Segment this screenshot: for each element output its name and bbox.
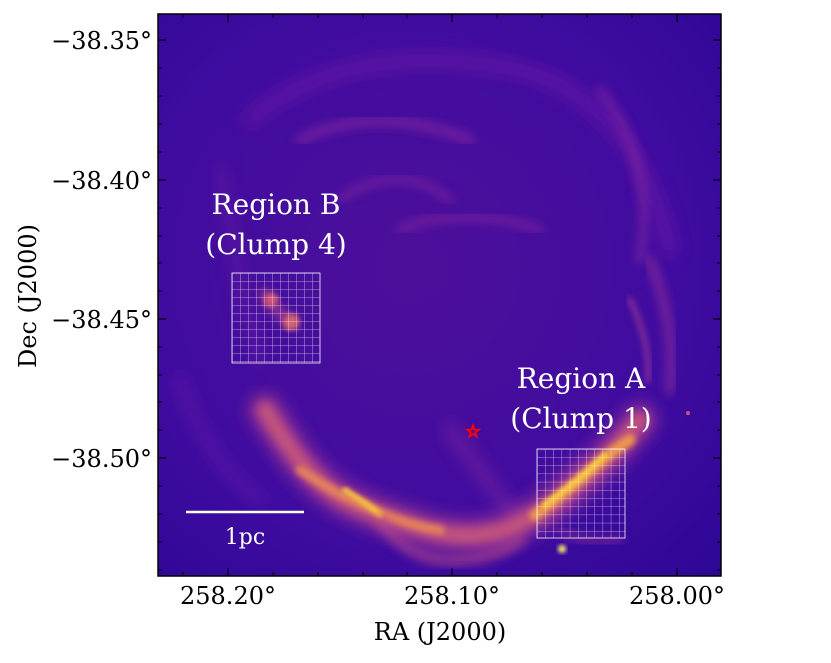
plot-frame [157, 13, 722, 577]
star-marker: ☆ [465, 422, 480, 442]
scale-bar-label: 1pc [225, 525, 265, 550]
y-axis-label: Dec (J2000) [14, 224, 42, 368]
sky-image: ☆ [158, 14, 721, 576]
minor-tick-marks [158, 14, 721, 576]
x-tick-label: 258.10° [404, 582, 500, 610]
faint-point-source [686, 411, 690, 415]
region-a-grid [536, 448, 626, 539]
x-tick-label: 258.00° [629, 582, 725, 610]
region-a-sublabel: (Clump 1) [510, 402, 651, 435]
x-tick-label: 258.20° [180, 582, 276, 610]
y-tick-label: −38.45° [51, 306, 152, 334]
x-axis-label: RA (J2000) [374, 618, 506, 646]
region-b-grid [231, 272, 321, 364]
y-tick-label: −38.50° [51, 445, 152, 473]
compact-source [558, 545, 566, 553]
region-b-sublabel: (Clump 4) [205, 228, 346, 261]
tick-marks [158, 14, 721, 576]
y-tick-label: −38.40° [51, 167, 152, 195]
region-b-label: Region B [212, 188, 341, 221]
y-tick-label: −38.35° [51, 27, 152, 55]
region-a-label: Region A [517, 362, 646, 395]
